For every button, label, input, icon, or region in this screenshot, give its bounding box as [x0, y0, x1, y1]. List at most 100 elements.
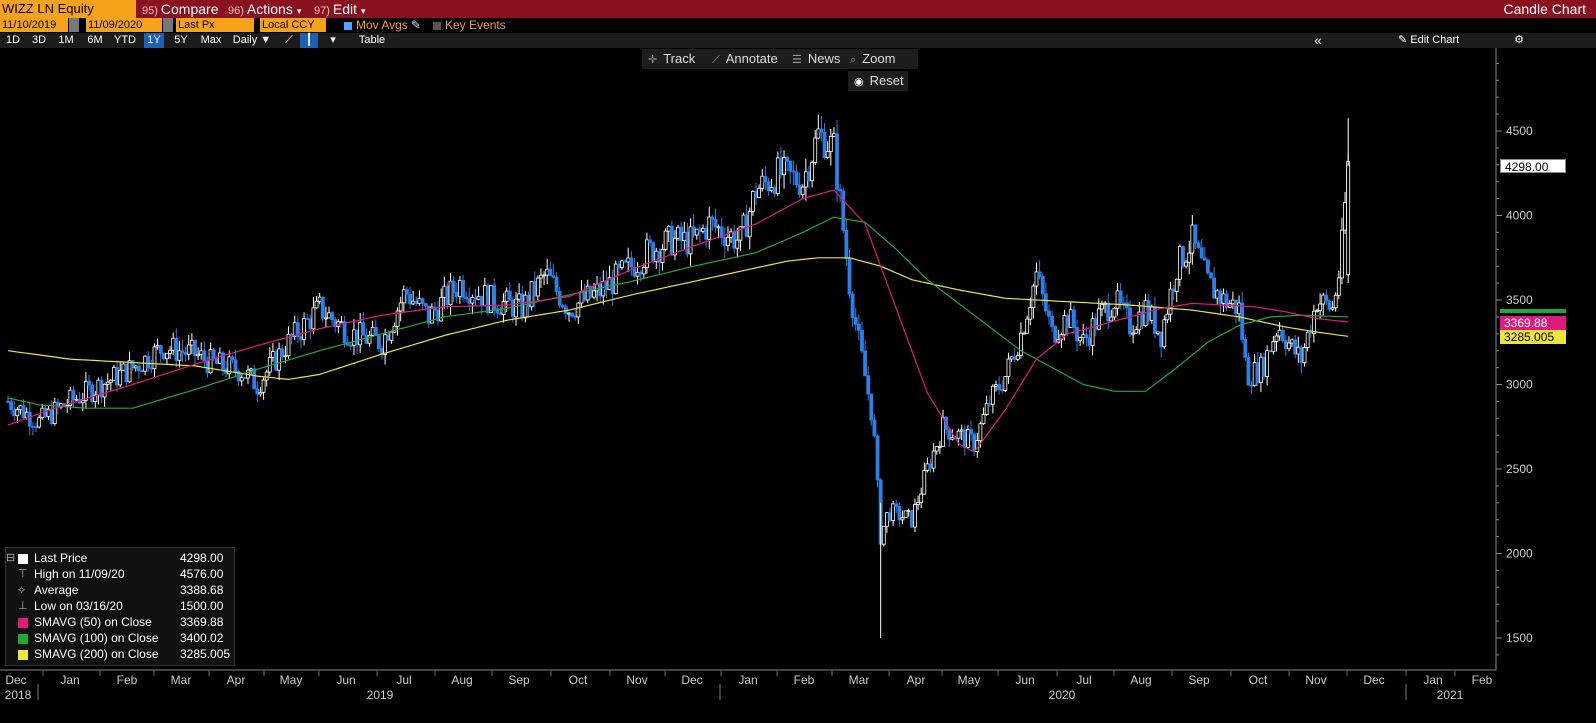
- candle-body: [52, 401, 57, 425]
- candle-body: [1237, 302, 1241, 315]
- candle-body: [881, 525, 886, 545]
- legend-label: Last Price: [34, 551, 88, 565]
- candle-body: [323, 317, 328, 320]
- compare-button[interactable]: 95) Compare: [142, 0, 219, 18]
- candle-body: [906, 510, 911, 512]
- candle-body: [130, 360, 135, 369]
- candle-body: [779, 157, 783, 176]
- candle-body: [616, 263, 621, 268]
- candle-body: [760, 175, 765, 189]
- annotate-button[interactable]: ⟋ Annotate: [706, 49, 794, 69]
- legend-row-sma200: SMAVG (200) on Close 3285.005: [6, 646, 234, 662]
- range-button-max[interactable]: Max: [200, 34, 222, 46]
- range-button-3d[interactable]: 3D: [31, 34, 47, 46]
- reset-button[interactable]: ◉ Reset: [848, 71, 908, 91]
- annotate-label: Annotate: [725, 51, 778, 66]
- line-chart-icon[interactable]: ⟋: [285, 34, 293, 46]
- candle-body: [1290, 339, 1294, 344]
- period-label: Daily: [232, 34, 258, 46]
- range-button-1y[interactable]: 1Y: [144, 33, 164, 48]
- candle-body: [1240, 302, 1245, 340]
- edit-chart-button[interactable]: ✎ Edit Chart: [1398, 33, 1459, 48]
- field-select[interactable]: Last Px: [176, 18, 254, 32]
- zoom-button[interactable]: ⌕ Zoom: [844, 49, 918, 69]
- calendar-icon[interactable]: [163, 18, 173, 32]
- candle-body: [722, 237, 727, 247]
- end-date-field[interactable]: 11/09/2020: [86, 18, 162, 32]
- candle-body: [632, 266, 637, 277]
- range-button-1m[interactable]: 1M: [58, 34, 74, 46]
- candle-body: [327, 312, 331, 319]
- edit-menu[interactable]: 97) Edit ▾: [314, 0, 366, 18]
- candle-body: [1121, 302, 1126, 305]
- candle-body: [1262, 356, 1266, 377]
- candle-body: [271, 351, 275, 358]
- candle-body: [202, 350, 207, 362]
- candle-body: [183, 352, 188, 355]
- range-button-5y[interactable]: 5Y: [174, 34, 188, 46]
- news-button[interactable]: ☰ News: [786, 49, 852, 69]
- x-tick-label: Apr: [907, 673, 926, 687]
- reset-label: Reset: [869, 73, 904, 88]
- candle-body: [361, 322, 366, 336]
- candle-body: [592, 290, 596, 298]
- candle-body: [429, 306, 434, 324]
- chevron-down-icon[interactable]: ▾: [330, 34, 336, 46]
- candle-body: [398, 302, 403, 312]
- candle-body: [1118, 290, 1123, 304]
- candle-chart-icon[interactable]: ┃: [300, 33, 318, 48]
- x-tick-label: Aug: [1130, 673, 1151, 687]
- year-label: 2021: [1437, 688, 1464, 702]
- range-button-ytd[interactable]: YTD: [114, 34, 136, 46]
- candle-body: [850, 293, 855, 318]
- year-label: 2019: [367, 688, 394, 702]
- candle-body: [233, 359, 238, 372]
- candle-body: [174, 337, 179, 361]
- candle-body: [526, 294, 531, 308]
- gear-icon[interactable]: ⚙: [1514, 34, 1524, 46]
- chevron-down-icon: ▾: [361, 6, 366, 16]
- candle-body: [1218, 290, 1223, 304]
- candle-body: [274, 351, 278, 371]
- candle-body: [803, 171, 808, 188]
- candle-body: [1196, 242, 1201, 249]
- collapse-icon[interactable]: «: [1314, 32, 1322, 48]
- key-events-toggle[interactable]: Key Events: [433, 18, 506, 32]
- candle-body: [1096, 308, 1101, 330]
- candle-body: [24, 411, 29, 419]
- candle-body: [1162, 319, 1167, 348]
- candle-body: [532, 281, 537, 297]
- candle-body: [573, 315, 578, 318]
- candle-body: [1115, 290, 1120, 309]
- candle-body: [969, 429, 973, 435]
- chevron-down-icon: ▾: [296, 6, 302, 16]
- currency-select[interactable]: Local CCY: [260, 18, 326, 32]
- range-button-1d[interactable]: 1D: [5, 34, 21, 46]
- candle-body: [1187, 252, 1192, 263]
- candle-body: [844, 229, 849, 259]
- pencil-icon[interactable]: ✎: [410, 18, 421, 32]
- candle-body: [133, 365, 138, 369]
- x-tick-label: Oct: [1249, 673, 1268, 687]
- calendar-icon[interactable]: [69, 18, 79, 32]
- x-tick-label: Dec: [1363, 673, 1384, 687]
- start-date-field[interactable]: 11/10/2019: [0, 18, 68, 32]
- candle-body: [34, 426, 38, 429]
- collapse-icon[interactable]: ⊟: [6, 552, 16, 564]
- security-field[interactable]: WIZZ LN Equity: [0, 0, 136, 18]
- edit-chart-label: Edit Chart: [1410, 34, 1460, 46]
- table-button[interactable]: Table: [358, 34, 386, 46]
- range-button-6m[interactable]: 6M: [87, 34, 103, 46]
- candle-body: [423, 303, 428, 307]
- legend-value: 3400.02: [180, 631, 224, 645]
- mov-avgs-toggle[interactable]: Mov Avgs ✎: [344, 18, 421, 32]
- candle-body: [913, 504, 917, 528]
- track-button[interactable]: ✛ Track: [642, 49, 714, 69]
- actions-menu[interactable]: 96) Actions ▾: [228, 0, 301, 18]
- period-select[interactable]: Daily ▼: [232, 34, 272, 46]
- candle-body: [813, 137, 818, 163]
- candle-body: [1224, 293, 1229, 308]
- legend-label: SMAVG (100) on Close: [34, 631, 159, 645]
- candle-body: [186, 344, 191, 355]
